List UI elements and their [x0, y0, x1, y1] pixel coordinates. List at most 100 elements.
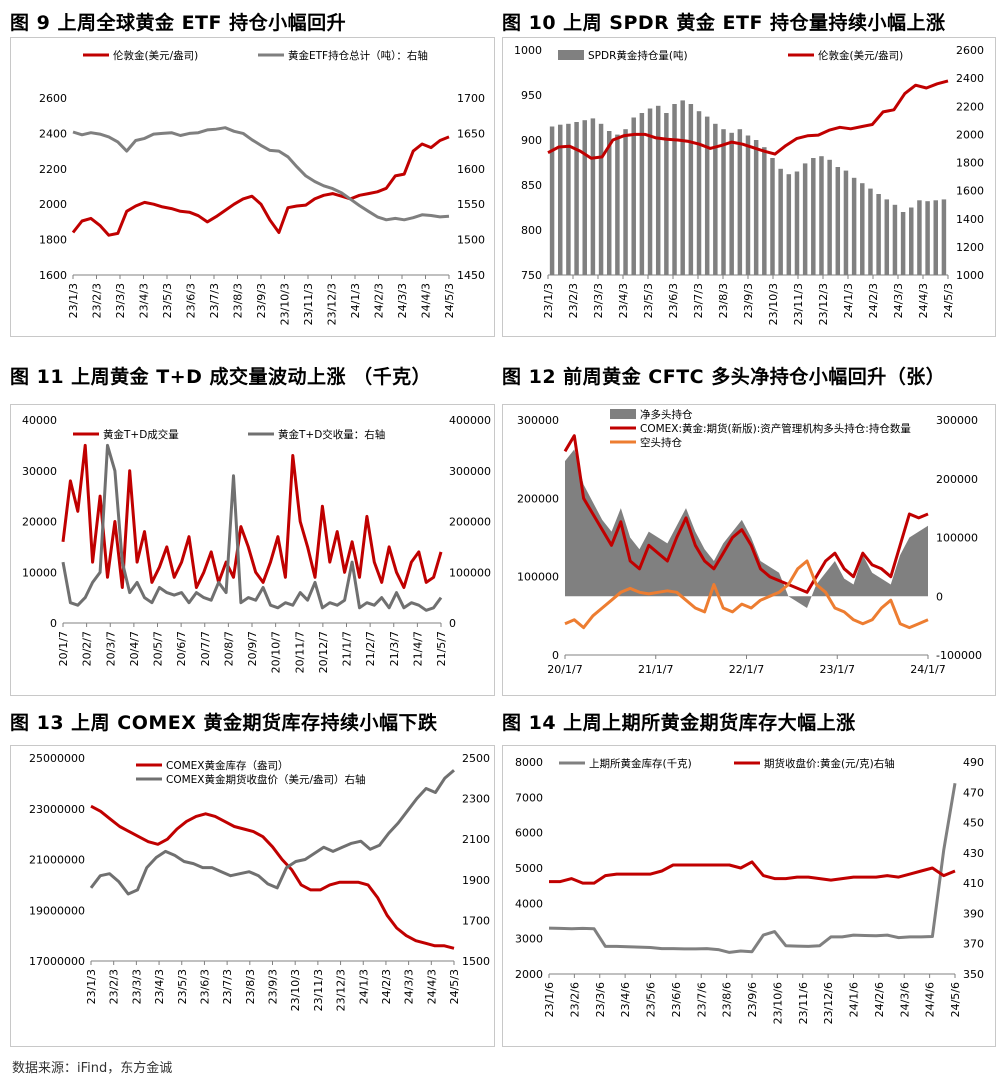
- x-tick-label: 23/2/3: [91, 283, 104, 318]
- y-left-tick-label: 3000: [515, 933, 543, 946]
- x-tick-label: 20/1/7: [57, 631, 70, 666]
- legend-label-0: 净多头持仓: [640, 408, 693, 421]
- y-right-tick-label: 200000: [936, 473, 978, 486]
- x-tick-label: 23/10/3: [279, 283, 292, 325]
- bar-0: [549, 126, 555, 275]
- chart-title-14: 图 14 上周上期所黄金期货库存大幅上涨: [502, 712, 856, 734]
- y-right-tick-label: 2400: [956, 72, 984, 85]
- x-tick-label: 23/1/7: [820, 663, 855, 676]
- x-tick-label: 20/6/7: [175, 631, 188, 666]
- line-series-1: [547, 79, 949, 160]
- y-right-tick-label: 200000: [449, 516, 491, 529]
- x-tick-label: 24/2/6: [873, 982, 886, 1017]
- bar-40: [876, 194, 881, 275]
- x-tick-label: 23/12/3: [817, 283, 830, 325]
- line-series-1: [89, 769, 455, 896]
- chart-10-svg: 750 800 850 900 950 1000 1000 1200 1400 1600 1800 2…: [514, 44, 984, 325]
- line-series-1: [72, 126, 450, 222]
- y-left-tick-label: 17000000: [29, 955, 85, 968]
- x-tick-label: 21/1/7: [638, 663, 673, 676]
- line-series-0: [61, 443, 443, 589]
- x-tick-label: 24/3/3: [403, 969, 416, 1004]
- y-left-tick-label: 20000: [22, 516, 57, 529]
- y-right-tick-label: 0: [936, 590, 943, 603]
- y-right-tick-label: 0: [449, 617, 456, 630]
- bar-47: [933, 200, 938, 275]
- bar-9: [623, 129, 628, 275]
- x-tick-label: 23/3/3: [592, 283, 605, 318]
- y-right-tick-label: 1600: [956, 185, 984, 198]
- y-left-tick-label: 10000: [22, 566, 57, 579]
- x-tick-label: 23/1/3: [542, 283, 555, 318]
- bar-37: [851, 177, 857, 275]
- line-series-0: [548, 782, 957, 954]
- bar-27: [770, 158, 775, 275]
- x-tick-label: 21/5/7: [435, 631, 448, 666]
- bar-20: [713, 123, 718, 275]
- y-left-tick-label: 2600: [39, 92, 67, 105]
- y-right-tick-label: 2100: [462, 833, 490, 846]
- y-right-tick-label: 1800: [956, 157, 984, 170]
- x-tick-label: 23/8/6: [721, 982, 734, 1017]
- chart-13-svg: 17000000 19000000 21000000 23000000 25000000…: [29, 752, 490, 1011]
- y-right-tick-label: 2300: [462, 793, 490, 806]
- chart-title-13: 图 13 上周 COMEX 黄金期货库存持续小幅下跌: [10, 712, 438, 734]
- x-tick-label: 23/11/3: [792, 283, 805, 325]
- y-left-tick-label: 2400: [39, 127, 67, 140]
- y-right-tick-label: 450: [963, 817, 984, 830]
- y-right-tick-label: 1650: [457, 127, 485, 140]
- chart-panel-9: 1600 1800 2000 2200 2400 2600 1450 1500 1550 1600…: [10, 37, 495, 337]
- x-tick-label: 23/8/3: [717, 283, 730, 318]
- x-tick-label: 24/4/3: [425, 969, 438, 1004]
- data-source-note: 数据来源：iFind，东方金诚: [12, 1061, 173, 1076]
- bar-46: [925, 201, 930, 275]
- legend-label-1: 伦敦金(美元/盎司): [818, 49, 903, 62]
- bar-8: [615, 134, 620, 275]
- bar-14: [664, 113, 669, 275]
- x-tick-label: 23/10/6: [771, 982, 784, 1024]
- y-right-tick-label: 300000: [449, 465, 491, 478]
- line-series-2: [564, 559, 929, 630]
- x-tick-label: 23/6/3: [667, 283, 680, 318]
- x-tick-label: 20/10/7: [270, 631, 283, 673]
- bar-2: [566, 123, 571, 275]
- x-tick-label: 20/4/7: [128, 631, 141, 666]
- x-tick-label: 20/11/7: [293, 631, 306, 673]
- x-tick-label: 24/1/7: [910, 663, 945, 676]
- y-left-tick-label: 850: [521, 179, 542, 192]
- y-right-tick-label: -100000: [936, 649, 982, 662]
- bar-33: [819, 156, 824, 275]
- x-tick-label: 21/1/7: [341, 631, 354, 666]
- y-left-tick-label: 2000: [39, 198, 67, 211]
- x-tick-label: 23/9/6: [746, 982, 759, 1017]
- x-tick-label: 23/11/6: [797, 982, 810, 1024]
- y-right-tick-label: 400000: [449, 414, 491, 427]
- x-tick-label: 23/11/3: [312, 969, 325, 1011]
- y-left-tick-label: 19000000: [29, 904, 85, 917]
- y-left-tick-label: 21000000: [29, 854, 85, 867]
- x-tick-label: 23/7/3: [208, 283, 221, 318]
- y-left-tick-label: 7000: [515, 791, 543, 804]
- y-left-tick-label: 300000: [517, 414, 559, 427]
- chart-panel-12: 0 100000 200000 300000 -100000 0 100000 200000 3…: [502, 404, 996, 696]
- y-left-tick-label: 950: [521, 89, 542, 102]
- bar-39: [868, 188, 873, 275]
- bar-22: [729, 132, 734, 275]
- chart-title-11: 图 11 上周黄金 T+D 成交量波动上涨 （千克）: [10, 366, 432, 388]
- y-left-tick-label: 30000: [22, 465, 57, 478]
- legend-label-0: 伦敦金(美元/盎司): [113, 49, 198, 62]
- y-left-tick-label: 200000: [517, 492, 559, 505]
- chart-title-9: 图 9 上周全球黄金 ETF 持仓小幅回升: [10, 12, 347, 34]
- x-tick-label: 24/2/3: [373, 283, 386, 318]
- legend-label-1: COMEX:黄金:期货(新版):资产管理机构多头持仓:持仓数量: [640, 422, 911, 435]
- x-tick-label: 23/5/3: [642, 283, 655, 318]
- bar-13: [655, 105, 661, 275]
- bar-31: [802, 163, 808, 275]
- legend-swatch-0: [558, 50, 584, 60]
- chart-title-12: 图 12 前周黄金 CFTC 多头净持仓小幅回升（张）: [502, 366, 946, 388]
- x-tick-label: 24/2/3: [867, 283, 880, 318]
- x-tick-label: 23/2/6: [568, 982, 581, 1017]
- x-tick-label: 24/3/6: [898, 982, 911, 1017]
- line-series-1: [61, 443, 443, 612]
- x-tick-label: 20/8/7: [222, 631, 235, 666]
